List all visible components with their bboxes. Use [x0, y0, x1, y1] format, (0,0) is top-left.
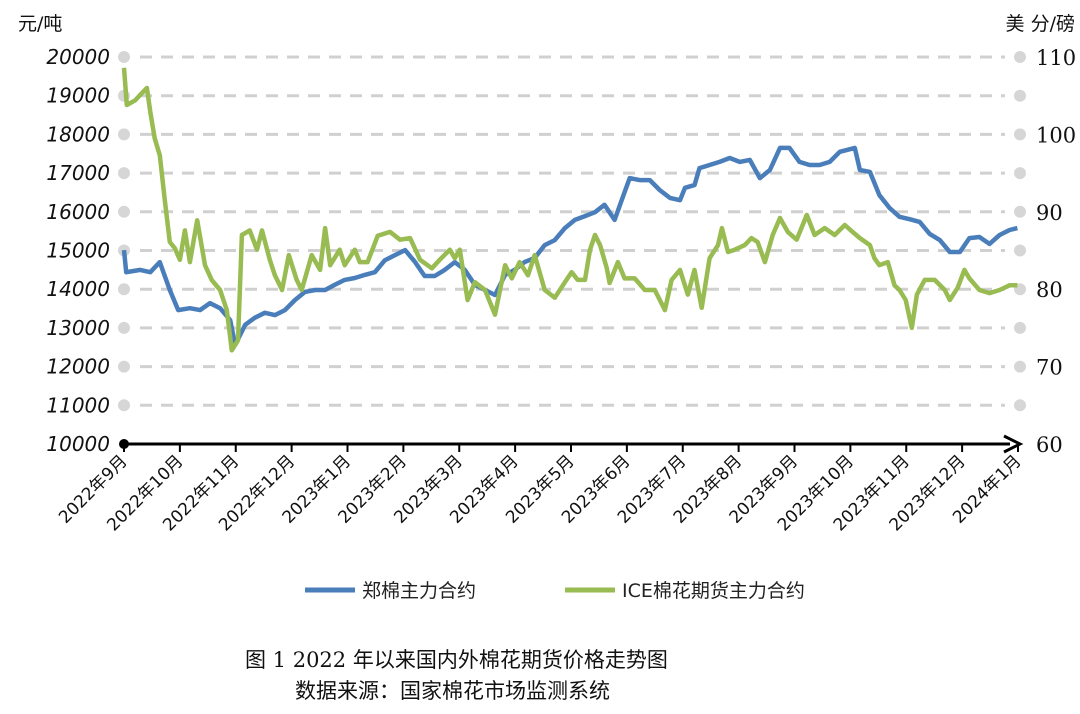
- x-axis-ticks: 2022年9月2022年10月2022年11月2022年12月2023年1月20…: [55, 444, 1026, 535]
- left-tick-dot: [118, 399, 130, 412]
- right-tick-dot: [1014, 89, 1026, 102]
- right-axis-dots: [1014, 51, 1026, 412]
- left-tick-label: 14000: [46, 277, 110, 301]
- right-tick-dot: [1014, 244, 1026, 257]
- left-axis-ticks: 10000 11000 12000 13000 14000 15000 16000 17000…: [46, 45, 110, 456]
- series-lines: [121, 67, 1018, 353]
- left-tick-label: 16000: [46, 200, 110, 224]
- right-axis-ticks: 60 70 80 90 100 110: [1036, 46, 1076, 457]
- left-tick-label: 20000: [46, 45, 110, 69]
- left-tick-dot: [118, 283, 130, 296]
- left-tick-dot: [118, 360, 130, 373]
- left-tick-label: 12000: [46, 355, 110, 379]
- x-axis: [119, 434, 1024, 454]
- left-axis-unit: 元/吨: [18, 13, 62, 35]
- left-tick-label: 17000: [46, 161, 110, 185]
- left-tick-label: 15000: [46, 239, 110, 263]
- right-tick-label: 100: [1036, 123, 1076, 147]
- legend: 郑棉主力合约 ICE棉花期货主力合约: [305, 580, 805, 602]
- right-tick-label: 110: [1036, 46, 1076, 70]
- chart-source: 数据来源：国家棉花市场监测系统: [295, 679, 610, 703]
- axis-origin-dot: [119, 439, 129, 449]
- left-tick-label: 11000: [46, 393, 110, 417]
- zce-points: [123, 147, 1018, 346]
- right-tick-dot: [1014, 321, 1026, 334]
- right-tick-dot: [1014, 360, 1026, 373]
- right-tick-dot: [1014, 399, 1026, 412]
- gridlines: [140, 55, 1005, 407]
- right-tick-dot: [1014, 51, 1026, 63]
- right-tick-label: 60: [1036, 433, 1063, 457]
- left-tick-dot: [118, 128, 130, 141]
- right-tick-dot: [1014, 128, 1026, 141]
- ice-points: [123, 67, 1018, 351]
- series-line-ice: [121, 67, 1018, 353]
- left-tick-dot: [118, 205, 130, 218]
- left-tick-label: 19000: [46, 84, 110, 108]
- right-tick-dot: [1014, 167, 1026, 180]
- right-axis-unit: 美 分/磅: [1006, 13, 1075, 35]
- chart-title: 图 1 2022 年以来国内外棉花期货价格走势图: [245, 648, 668, 672]
- axis-arrow-icon: [1003, 434, 1024, 454]
- left-tick-label: 18000: [46, 122, 110, 146]
- right-tick-label: 80: [1036, 278, 1063, 302]
- left-tick-dot: [118, 321, 130, 334]
- left-tick-dot: [118, 51, 130, 63]
- right-tick-label: 70: [1036, 356, 1063, 380]
- right-tick-dot: [1014, 205, 1026, 218]
- legend-label-zce: 郑棉主力合约: [362, 580, 476, 602]
- legend-label-ice: ICE棉花期货主力合约: [622, 580, 805, 602]
- left-tick-label: 13000: [46, 316, 110, 340]
- right-tick-label: 90: [1036, 201, 1063, 225]
- left-tick-label: 10000: [46, 432, 110, 456]
- left-tick-dot: [118, 167, 130, 180]
